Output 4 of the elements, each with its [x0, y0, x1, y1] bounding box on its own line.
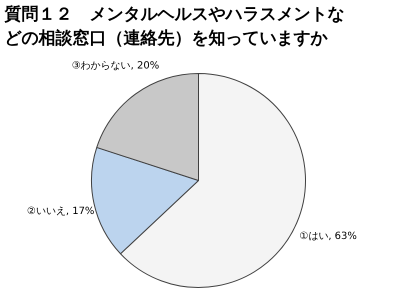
chart-title: 質問１２ メンタルヘルスやハラスメントなどの相談窓口（連絡先）を知っていますか — [4, 4, 344, 48]
slice-label: ③わからない, 20% — [72, 60, 160, 72]
slice-label: ①はい, 63% — [299, 231, 357, 242]
slice-label: ②いいえ, 17% — [26, 206, 94, 217]
